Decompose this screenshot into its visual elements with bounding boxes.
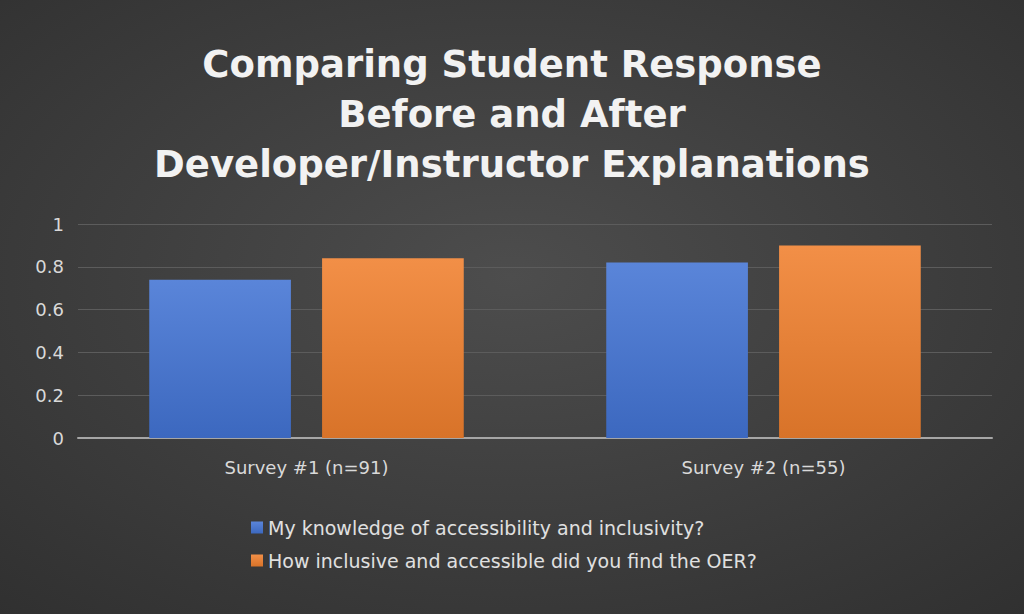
svg-text:Developer/Instructor Explanati: Developer/Instructor Explanations	[154, 143, 870, 186]
svg-text:0: 0	[53, 428, 64, 449]
svg-text:Survey #1 (n=91): Survey #1 (n=91)	[224, 457, 388, 478]
svg-text:Comparing Student Response: Comparing Student Response	[202, 43, 821, 86]
svg-text:How inclusive and accessible d: How inclusive and accessible did you fin…	[268, 550, 757, 572]
svg-text:My knowledge of accessibility: My knowledge of accessibility and inclus…	[268, 517, 704, 539]
svg-text:Before and After: Before and After	[338, 93, 686, 136]
svg-text:0.2: 0.2	[35, 385, 64, 406]
svg-text:0.8: 0.8	[35, 256, 64, 277]
svg-text:Survey #2 (n=55): Survey #2 (n=55)	[681, 457, 845, 478]
svg-text:0.4: 0.4	[35, 342, 64, 363]
svg-text:0.6: 0.6	[35, 299, 64, 320]
svg-text:1: 1	[53, 214, 64, 235]
